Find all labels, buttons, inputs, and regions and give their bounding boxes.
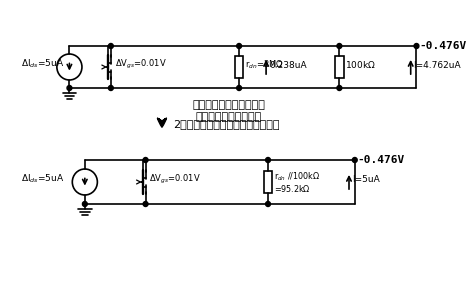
- Circle shape: [414, 43, 419, 49]
- Text: $\Delta$V$_{gs}$=0.01V: $\Delta$V$_{gs}$=0.01V: [149, 172, 201, 186]
- Text: $\Delta$I$_{ds}$=5uA: $\Delta$I$_{ds}$=5uA: [21, 173, 64, 185]
- Circle shape: [237, 43, 241, 49]
- Circle shape: [352, 158, 357, 162]
- Text: -0.476V: -0.476V: [358, 155, 405, 165]
- Bar: [235, 56, 244, 78]
- Text: 0.238uA: 0.238uA: [269, 61, 307, 69]
- Text: ドレイン抗抗まで入れた: ドレイン抗抗まで入れた: [192, 100, 265, 110]
- Circle shape: [143, 158, 148, 162]
- Text: I=4.762uA: I=4.762uA: [414, 61, 461, 69]
- Text: 100k$\Omega$: 100k$\Omega$: [345, 59, 376, 71]
- Text: 2つの抗抗を合成抗抗で置き換える: 2つの抗抗を合成抗抗で置き換える: [173, 119, 280, 129]
- Text: r$_{dn}$ //100k$\Omega$: r$_{dn}$ //100k$\Omega$: [274, 171, 320, 183]
- Circle shape: [337, 43, 342, 49]
- Circle shape: [237, 86, 241, 90]
- Text: -0.476V: -0.476V: [419, 41, 466, 51]
- Circle shape: [82, 202, 87, 206]
- Circle shape: [109, 43, 113, 49]
- Circle shape: [265, 202, 271, 206]
- Circle shape: [143, 202, 148, 206]
- Circle shape: [109, 86, 113, 90]
- Text: I=5uA: I=5uA: [352, 176, 380, 184]
- Bar: [264, 171, 273, 193]
- Text: $\Delta$I$_{ds}$=5uA: $\Delta$I$_{ds}$=5uA: [21, 58, 64, 70]
- Text: r$_{dn}$=2M$\Omega$: r$_{dn}$=2M$\Omega$: [245, 59, 284, 71]
- Bar: [335, 56, 344, 78]
- Circle shape: [67, 86, 72, 90]
- Circle shape: [337, 86, 342, 90]
- Text: 正確な小信号等価回路: 正確な小信号等価回路: [195, 112, 262, 122]
- Circle shape: [265, 158, 271, 162]
- Text: $\Delta$V$_{gs}$=0.01V: $\Delta$V$_{gs}$=0.01V: [115, 57, 167, 71]
- Text: =95.2k$\Omega$: =95.2k$\Omega$: [274, 182, 310, 194]
